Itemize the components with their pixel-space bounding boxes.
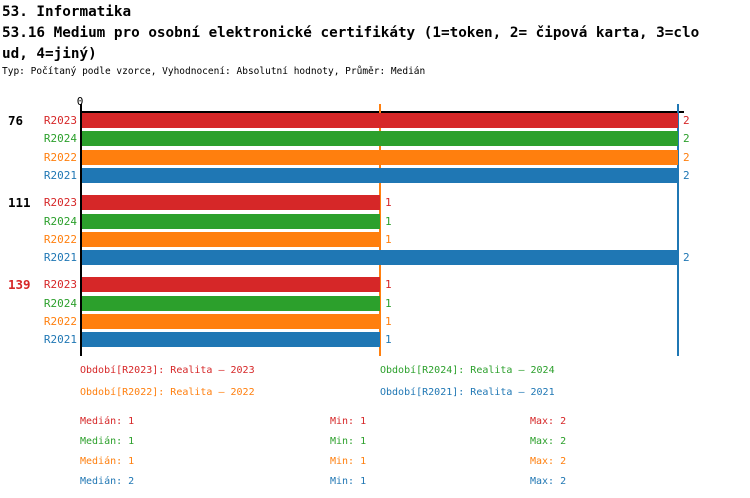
group-label: 76	[8, 113, 24, 128]
median-reference-line-r2022	[379, 104, 381, 356]
series-row-label: R2021	[43, 169, 77, 182]
bar-value-label: 1	[385, 233, 392, 246]
stat-max: Max: 2	[530, 436, 567, 447]
bar-value-label: 2	[683, 114, 690, 127]
bar-value-label: 1	[385, 315, 392, 328]
axis-tick-zero-label: 0	[76, 95, 84, 108]
bar	[82, 277, 380, 292]
stat-min: Min: 1	[330, 476, 367, 487]
legend-item-r2022: Období[R2022]: Realita – 2022	[80, 387, 255, 398]
series-row-label: R2022	[43, 315, 77, 328]
stat-max: Max: 2	[530, 476, 567, 487]
bar-value-label: 2	[683, 151, 690, 164]
bar-value-label: 1	[385, 215, 392, 228]
bar-value-label: 2	[683, 251, 690, 264]
series-row-label: R2023	[43, 196, 77, 209]
bar	[82, 168, 678, 183]
bar	[82, 296, 380, 311]
legend-item-r2023: Období[R2023]: Realita – 2023	[80, 365, 255, 376]
bar-value-label: 1	[385, 196, 392, 209]
legend-item-r2021: Období[R2021]: Realita – 2021	[380, 387, 555, 398]
series-row-label: R2022	[43, 233, 77, 246]
stat-min: Min: 1	[330, 456, 367, 467]
stat-max: Max: 2	[530, 416, 567, 427]
stat-min: Min: 1	[330, 436, 367, 447]
bar	[82, 314, 380, 329]
bar	[82, 131, 678, 146]
bar-value-label: 2	[683, 169, 690, 182]
bar-chart: 0 76 R2023 2 R2024 2 R2022 2 R2021 2 111 R2023 1 R20…	[8, 95, 690, 356]
median-reference-line-r2021	[677, 104, 679, 356]
series-row-label: R2021	[43, 333, 77, 346]
bar	[82, 113, 678, 128]
bar	[82, 250, 678, 265]
series-row-label: R2023	[43, 278, 77, 291]
bar-value-label: 1	[385, 297, 392, 310]
x-axis-line	[79, 110, 684, 113]
stat-median: Medián: 2	[80, 476, 135, 487]
y-axis-line	[79, 104, 82, 356]
question-title-line1: 53.16 Medium pro osobní elektronické cer…	[2, 25, 700, 41]
stat-min: Min: 1	[330, 416, 367, 427]
stat-median: Medián: 1	[80, 416, 135, 427]
group-label: 139	[8, 277, 31, 292]
bar	[82, 150, 678, 165]
series-row-label: R2022	[43, 151, 77, 164]
stat-median: Medián: 1	[80, 456, 135, 467]
stat-max: Max: 2	[530, 456, 567, 467]
bar	[82, 232, 380, 247]
bar	[82, 332, 380, 347]
series-row-label: R2024	[43, 297, 77, 310]
series-row-label: R2024	[43, 132, 77, 145]
series-row-label: R2024	[43, 215, 77, 228]
bar	[82, 214, 380, 229]
bar-value-label: 2	[683, 132, 690, 145]
chart-meta: Typ: Počítaný podle vzorce, Vyhodnocení:…	[2, 66, 426, 77]
question-title-line2: ud, 4=jiný)	[2, 46, 97, 62]
group-label: 111	[8, 195, 31, 210]
bar	[82, 195, 380, 210]
series-row-label: R2021	[43, 251, 77, 264]
legend-item-r2024: Období[R2024]: Realita – 2024	[380, 365, 555, 376]
section-title: 53. Informatika	[2, 4, 132, 20]
series-row-label: R2023	[43, 114, 77, 127]
bar-value-label: 1	[385, 278, 392, 291]
bar-value-label: 1	[385, 333, 392, 346]
stat-median: Medián: 1	[80, 436, 135, 447]
